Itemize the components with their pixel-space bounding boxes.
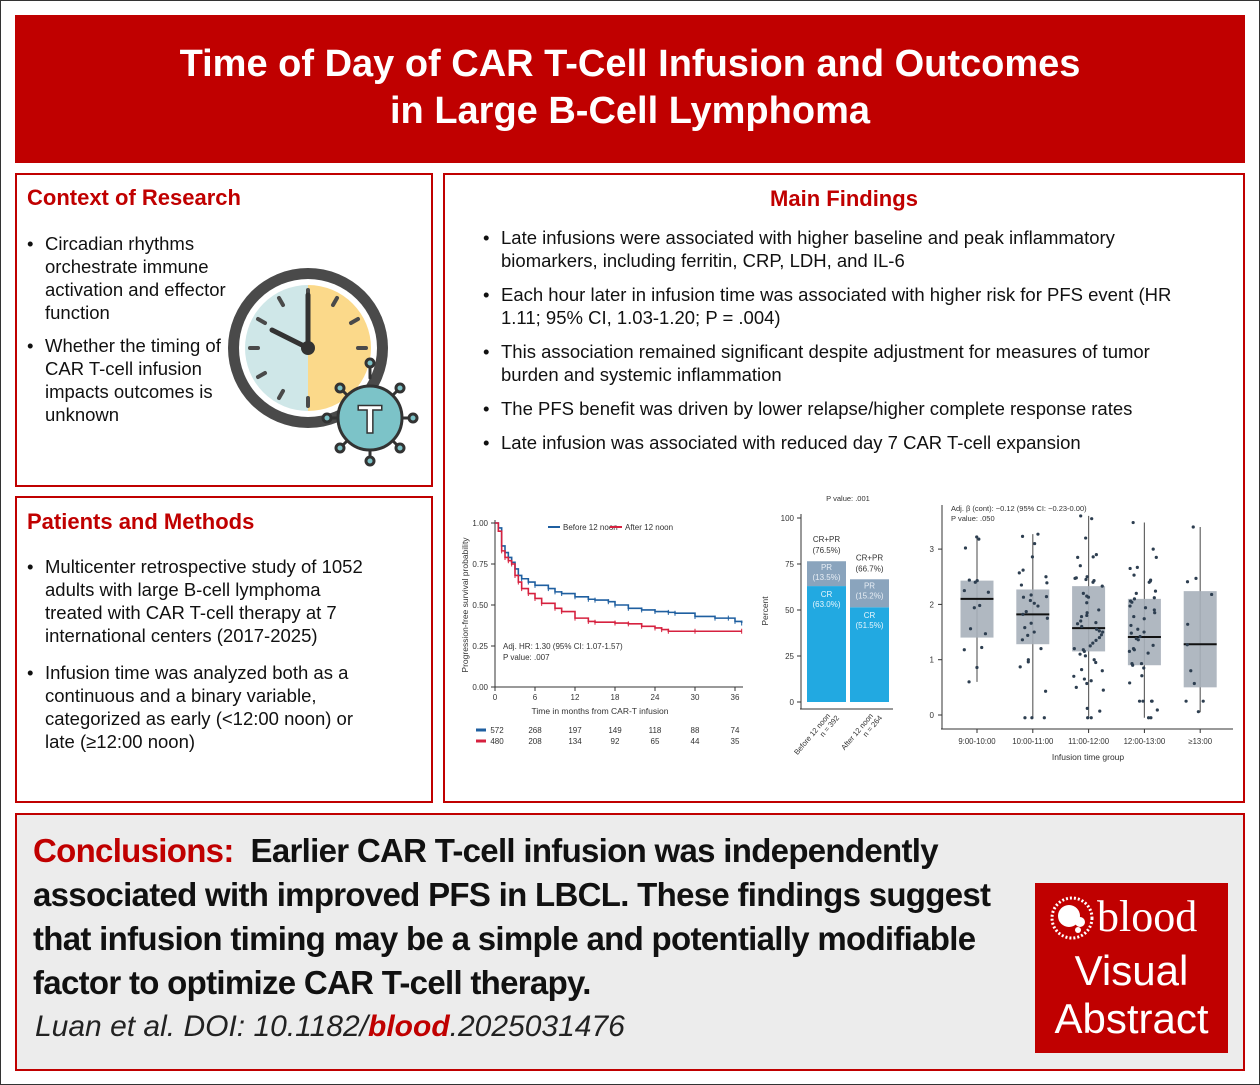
patients-bullet: Infusion time was analyzed both as a con…	[27, 661, 377, 753]
findings-bullets: Late infusions were associated with high…	[483, 226, 1183, 465]
logo-abstract: Abstract	[1054, 995, 1209, 1042]
title-line-1: Time of Day of CAR T-Cell Infusion and O…	[179, 43, 1081, 85]
patients-heading: Patients and Methods	[27, 509, 255, 534]
logo-visual: Visual	[1074, 947, 1189, 994]
ash-seal-icon	[1050, 896, 1094, 940]
title-banner: Time of Day of CAR T-Cell Infusion and O…	[15, 15, 1245, 163]
title-line-2: in Large B-Cell Lymphoma	[390, 90, 870, 132]
conclusions-text: Earlier CAR T-cell infusion was independ…	[33, 832, 991, 1001]
main-findings-panel: Main Findings Late infusions were associ…	[443, 173, 1245, 803]
citation: Luan et al. DOI: 10.1182/blood.202503147…	[35, 1010, 625, 1044]
findings-bullet: The PFS benefit was driven by lower rela…	[483, 397, 1183, 420]
conclusions-text-block: Conclusions: Earlier CAR T-cell infusion…	[33, 829, 1238, 1071]
findings-bullet: This association remained significant de…	[483, 340, 1183, 386]
findings-heading: Main Findings	[770, 186, 918, 211]
blood-brand: blood	[1097, 892, 1198, 941]
patients-and-methods-panel: Patients and Methods Multicenter retrosp…	[15, 496, 433, 803]
context-heading: Context of Research	[27, 185, 241, 210]
citation-journal: blood	[368, 1010, 450, 1043]
clock-with-t-cell-icon: T	[228, 268, 419, 467]
t-cell-letter: T	[358, 398, 382, 442]
patients-bullets: Multicenter retrospective study of 1052 …	[27, 555, 377, 767]
context-bullet: Circadian rhythms orchestrate immune act…	[27, 232, 227, 324]
findings-bullet: Late infusions were associated with high…	[483, 226, 1183, 272]
conclusions-label: Conclusions:	[33, 832, 234, 869]
context-bullets: Circadian rhythms orchestrate immune act…	[27, 232, 227, 436]
citation-prefix: Luan et al. DOI: 10.1182/	[35, 1010, 369, 1043]
citation-suffix: .2025031476	[449, 1010, 625, 1043]
context-bullet: Whether the timing of CAR T-cell infusio…	[27, 334, 227, 426]
blood-visual-abstract-logo: blood Visual Abstract	[1035, 883, 1228, 1053]
findings-bullet: Late infusion was associated with reduce…	[483, 431, 1183, 454]
patients-bullet: Multicenter retrospective study of 1052 …	[27, 555, 377, 647]
findings-bullet: Each hour later in infusion time was ass…	[483, 283, 1183, 329]
